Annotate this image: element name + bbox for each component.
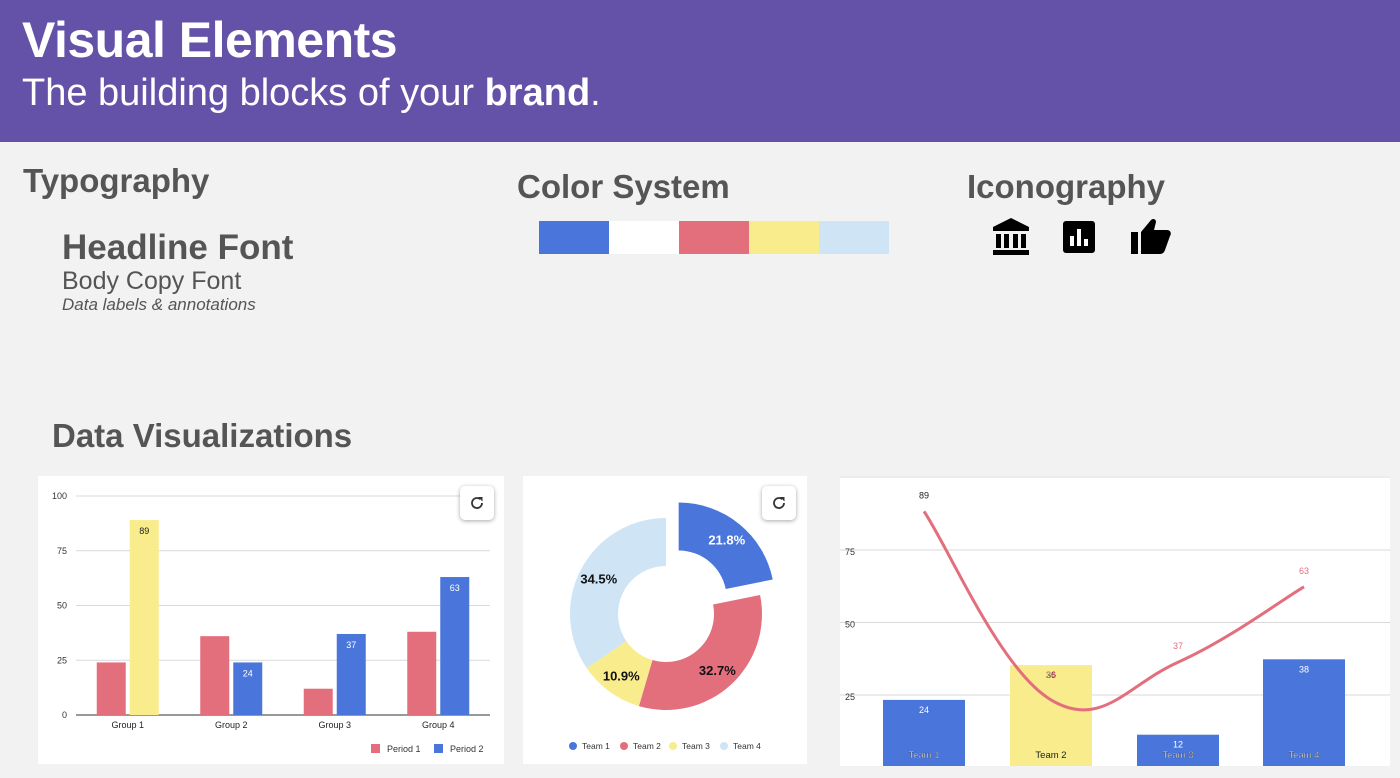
donut-slice[interactable]	[570, 518, 666, 669]
donut-slice[interactable]	[586, 641, 653, 707]
x-tick-label: Group 2	[215, 720, 248, 730]
bar[interactable]	[1263, 659, 1345, 766]
y-tick-label: 50	[57, 601, 67, 611]
body-font-sample: Body Copy Font	[62, 267, 242, 295]
bar-data-label: 38	[1299, 664, 1309, 674]
bar[interactable]	[303, 688, 333, 715]
iconography-title: Iconography	[967, 168, 1166, 205]
combo-chart-card: 25 50 75 24 Team 1 36 Team 2 12 Team 3 38 Team 4 89…	[840, 476, 1390, 766]
refresh-button[interactable]	[762, 486, 796, 520]
color-swatch-white	[609, 221, 679, 254]
bank-icon	[993, 218, 1029, 255]
donut-chart: 21.8% 32.7% 10.9% 34.5% Team 1 Team 2 Team 3 Te…	[569, 502, 773, 751]
y-tick-label: 50	[845, 620, 855, 630]
grouped-bar-chart-card: 0 25 50 75 100 89 Group 1 24 Group 2 37 Group 3 63 G…	[38, 476, 504, 764]
legend-swatch	[720, 742, 728, 750]
legend-label: Team 2	[633, 741, 661, 751]
donut-slice[interactable]	[638, 594, 762, 710]
line-data-label: 24	[1046, 670, 1056, 680]
typography-title: Typography	[23, 162, 210, 199]
bar[interactable]	[233, 662, 263, 715]
refresh-icon	[471, 497, 483, 509]
y-tick-label: 75	[845, 547, 855, 557]
slice-value-label: 34.5%	[580, 572, 617, 587]
y-tick-label: 25	[57, 655, 67, 665]
legend-swatch	[434, 744, 443, 753]
legend-swatch	[371, 744, 380, 753]
donut-chart-card: 21.8% 32.7% 10.9% 34.5% Team 1 Team 2 Team 3 Te…	[523, 476, 807, 764]
color-swatch-red	[679, 221, 749, 254]
page-subtitle: The building blocks of your brand.	[22, 70, 601, 116]
bar-data-label: 89	[139, 526, 149, 536]
legend-swatch	[569, 742, 577, 750]
color-swatch-blue	[539, 221, 609, 254]
color-system-title: Color System	[517, 168, 730, 205]
color-swatch-light-blue	[819, 221, 889, 254]
bar[interactable]	[96, 662, 126, 715]
bar-data-label: 36	[1046, 670, 1056, 680]
slice-value-label: 10.9%	[603, 668, 640, 683]
data-viz-title: Data Visualizations	[52, 417, 353, 454]
bar-data-label: 24	[919, 705, 929, 715]
bar[interactable]	[883, 699, 965, 766]
y-tick-label: 100	[52, 491, 67, 501]
legend-label: Period 1	[387, 744, 421, 754]
legend-swatch	[669, 742, 677, 750]
bar[interactable]	[440, 577, 470, 715]
label-font-sample: Data labels & annotations	[62, 295, 256, 314]
color-swatch-yellow	[749, 221, 819, 254]
x-tick-label: Group 4	[422, 720, 455, 730]
bar[interactable]	[336, 633, 366, 715]
legend-label: Period 2	[450, 744, 484, 754]
legend-label: Team 3	[682, 741, 710, 751]
refresh-icon	[773, 497, 785, 509]
line-data-label: 63	[1299, 566, 1309, 576]
refresh-button[interactable]	[460, 486, 494, 520]
series-line[interactable]	[922, 510, 1305, 712]
bar-data-label: 63	[450, 583, 460, 593]
subtitle-brand: brand	[484, 72, 591, 114]
bar[interactable]	[1010, 665, 1092, 766]
x-tick-label: Team 3	[1162, 750, 1193, 761]
y-tick-label: 75	[57, 546, 67, 556]
y-tick-label: 25	[845, 692, 855, 702]
y-tick-label: 0	[62, 710, 67, 720]
color-swatches	[539, 221, 889, 254]
x-tick-label: Team 1	[908, 750, 939, 761]
x-tick-label: Team 4	[1288, 750, 1319, 761]
x-tick-label: Group 3	[318, 720, 351, 730]
slice-value-label: 21.8%	[708, 533, 745, 548]
x-tick-label: Group 1	[111, 720, 144, 730]
headline-font-sample: Headline Font	[62, 228, 294, 267]
grouped-bar-chart: 0 25 50 75 100 89 Group 1 24 Group 2 37 Group 3 63 G…	[52, 491, 490, 754]
bar[interactable]	[1137, 734, 1219, 766]
bar-data-label: 37	[346, 640, 356, 650]
line-data-label: 37	[1173, 641, 1183, 651]
bar-data-label: 24	[243, 668, 253, 678]
legend-swatch	[620, 742, 628, 750]
legend-label: Team 1	[582, 741, 610, 751]
page-header: Visual Elements The building blocks of y…	[0, 0, 1400, 142]
bar[interactable]	[200, 636, 230, 715]
line-data-label: 89	[919, 490, 929, 500]
subtitle-prefix: The building blocks of your	[22, 72, 485, 114]
legend-label: Team 4	[733, 741, 761, 751]
subtitle-suffix: .	[590, 72, 601, 114]
x-tick-label: Team 2	[1035, 750, 1066, 761]
slice-value-label: 32.7%	[699, 663, 736, 678]
bar[interactable]	[129, 520, 159, 715]
bar[interactable]	[407, 631, 437, 715]
donut-slice[interactable]	[678, 502, 773, 589]
bar-chart-icon	[1063, 221, 1099, 257]
bar-data-label: 12	[1173, 740, 1183, 750]
page-title: Visual Elements	[22, 12, 398, 68]
thumbs-up-icon	[1131, 218, 1171, 254]
